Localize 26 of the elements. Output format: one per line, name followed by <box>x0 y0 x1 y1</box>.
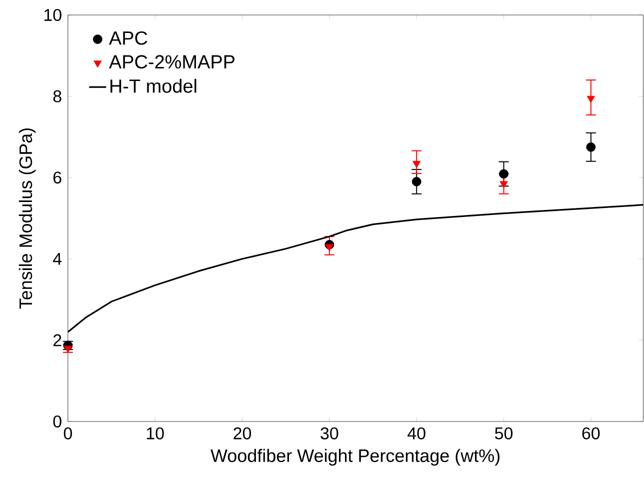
y-tick-label: 2 <box>53 334 62 346</box>
legend-label: APC-2%MAPP <box>108 54 234 68</box>
point <box>64 346 72 353</box>
x-axis-title: Woodfiber Weight Percentage (wt%) <box>210 448 500 466</box>
point <box>412 160 421 168</box>
point <box>586 142 596 152</box>
y-tick-label: 0 <box>53 415 62 428</box>
point <box>499 169 508 178</box>
x-tick-label: 0 <box>64 427 72 440</box>
x-tick-label: 50 <box>494 427 513 440</box>
y-tick-label: 6 <box>53 171 62 184</box>
x-tick-label: 40 <box>408 427 426 440</box>
y-axis-title: Tensile Modulus (GPa) <box>18 128 36 309</box>
point <box>500 181 508 188</box>
legend-label: H-T model <box>110 78 196 93</box>
point <box>325 244 334 252</box>
point <box>586 96 596 103</box>
x-tick-label: 10 <box>146 427 164 440</box>
x-tick-label: 20 <box>234 427 252 440</box>
y-tick-label: 10 <box>44 8 62 21</box>
x-tick-label: 60 <box>582 427 600 440</box>
y-tick-label: 8 <box>53 90 62 102</box>
legend-label: APC <box>108 31 148 45</box>
x-tick-label: 30 <box>320 427 338 440</box>
y-tick-label: 4 <box>53 252 62 265</box>
point <box>412 176 422 186</box>
